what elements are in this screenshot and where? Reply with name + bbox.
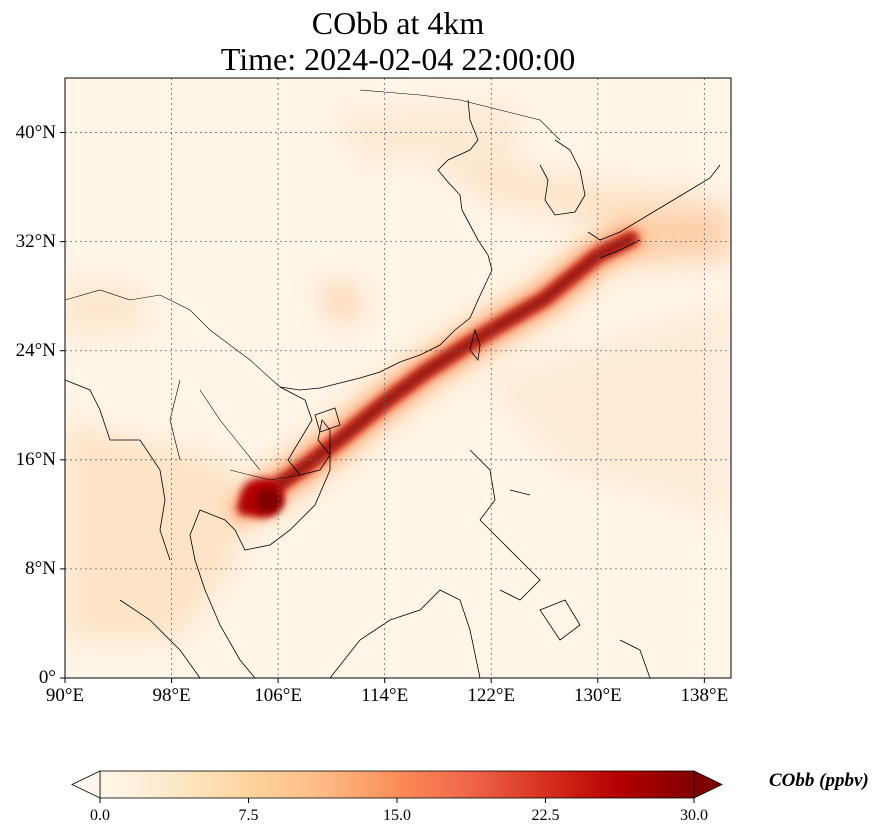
lat-tick-label: 24°N [15,339,56,361]
myanmar-coast [65,379,171,561]
philippines [469,449,541,601]
sulawesi [619,639,651,678]
korea-coast [539,139,586,216]
lat-tick-label: 8°N [25,557,56,579]
plume-band-3 [240,234,636,512]
indochina-coast [189,386,331,678]
map-title: CObb at 4km [311,5,485,41]
lat-tick-label: 40°N [15,121,56,143]
haze-west [65,280,150,340]
haze-south [65,420,240,640]
lat-tick-label: 32°N [15,230,56,252]
lon-tick-label: 114°E [361,685,409,706]
colorbar-extend-high [693,770,723,799]
colorbar-extend-low [71,770,101,799]
colorbar-tick-label: 15.0 [383,807,411,824]
colorbar-label: CObb (ppbv) [769,770,869,791]
colorbar-tick-label: 7.5 [238,807,259,824]
colorbar-tick-label: 30.0 [680,807,708,824]
map-subtitle: Time: 2024-02-04 22:00:00 [220,41,576,77]
colorbar-tick-label: 0.0 [90,807,110,824]
mindanao [539,599,581,641]
colorbar-tick-label: 22.5 [531,807,560,824]
haze-pacific [480,300,731,520]
lon-tick-label: 130°E [573,685,622,706]
lon-tick-label: 90°E [45,685,85,706]
lat-tick-label: 16°N [15,448,56,470]
taiwan [469,328,481,361]
gridlines [65,78,731,678]
borders [65,89,561,481]
map-frame [64,77,732,679]
hainan [314,407,341,433]
lon-tick-label: 98°E [152,685,191,706]
colorbar [71,770,723,803]
plume-layers [223,217,653,529]
sumatra [119,599,201,678]
haze-central [320,280,360,320]
plume-source-core [255,488,282,513]
lat-tick-label: 0° [38,667,56,688]
lon-tick-label: 106°E [254,685,302,706]
colorbar-gradient [99,770,695,799]
lon-tick-label: 122°E [467,685,516,706]
china-coast [279,99,493,391]
lon-tick-label: 138°E [680,685,729,706]
japan-coast [587,164,721,259]
tickmarks [60,132,705,683]
coastlines [65,89,721,678]
borneo [329,589,481,678]
